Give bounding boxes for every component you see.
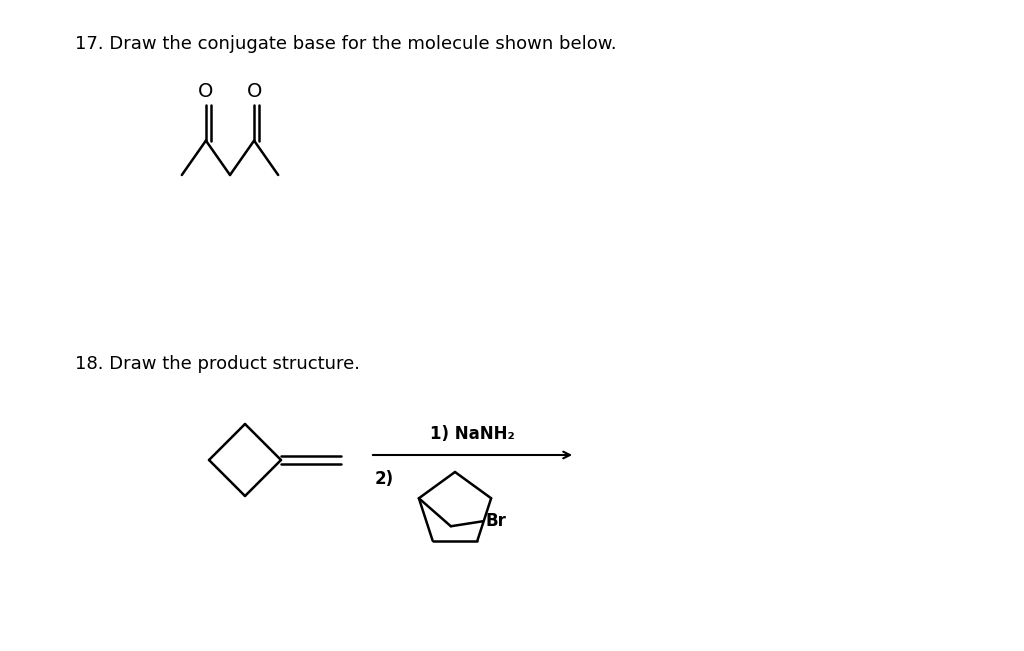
Text: 18. Draw the product structure.: 18. Draw the product structure. xyxy=(75,355,360,373)
Text: O: O xyxy=(247,82,262,101)
Text: 1) NaNH₂: 1) NaNH₂ xyxy=(430,425,515,443)
Text: 17. Draw the conjugate base for the molecule shown below.: 17. Draw the conjugate base for the mole… xyxy=(75,35,616,53)
Text: O: O xyxy=(199,82,214,101)
Text: Br: Br xyxy=(485,512,507,531)
Text: 2): 2) xyxy=(375,470,394,488)
